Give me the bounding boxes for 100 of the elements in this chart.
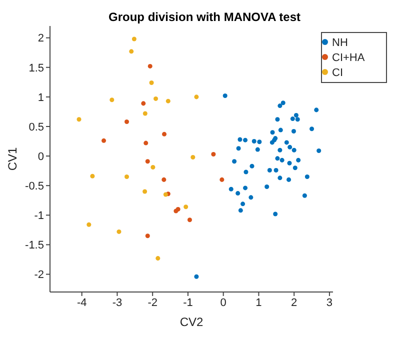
y-tick-label: -1.5 <box>25 240 44 252</box>
y-tick-label: 2 <box>38 32 44 45</box>
y-tick-label: -1 <box>34 210 44 222</box>
point <box>267 168 272 172</box>
point <box>194 94 199 100</box>
point <box>148 64 152 68</box>
point <box>288 144 292 150</box>
point <box>154 96 158 101</box>
point <box>294 113 298 118</box>
x-tick-label: -1 <box>183 296 193 309</box>
y-tick-label: 1.5 <box>28 62 44 74</box>
point <box>284 140 289 145</box>
point <box>132 36 136 42</box>
point <box>187 218 192 222</box>
point <box>110 98 114 102</box>
point <box>296 158 301 162</box>
point <box>286 177 292 182</box>
point <box>280 100 286 106</box>
point <box>236 191 240 196</box>
point <box>236 146 241 151</box>
point <box>278 104 282 108</box>
point <box>166 98 170 104</box>
point <box>248 195 254 200</box>
point <box>222 94 228 98</box>
point <box>243 186 248 190</box>
x-tick-label: 2 <box>291 296 298 309</box>
point <box>243 138 248 142</box>
x-axis-title: CV2 <box>180 315 204 329</box>
point <box>149 80 154 85</box>
point <box>129 49 134 54</box>
x-tick-label: 1 <box>256 296 262 309</box>
point <box>287 160 292 166</box>
point <box>278 176 282 180</box>
point <box>240 202 246 206</box>
y-axis-title: CV1 <box>5 147 20 171</box>
point <box>124 120 130 124</box>
point <box>314 108 319 112</box>
point <box>145 159 150 164</box>
point <box>232 159 237 164</box>
point <box>264 184 270 190</box>
point <box>86 222 92 227</box>
point <box>255 147 260 152</box>
point <box>280 158 284 162</box>
point <box>102 138 106 143</box>
x-tick-label: -3 <box>112 296 122 309</box>
legend-label: NH <box>332 37 348 49</box>
point <box>273 212 278 216</box>
x-tick-label: 0 <box>220 296 226 309</box>
point <box>295 117 300 122</box>
legend-label: CI+HA <box>332 52 365 64</box>
point <box>244 170 248 174</box>
point <box>144 140 148 146</box>
point <box>292 148 296 152</box>
y-tick-label: -0.5 <box>25 180 44 193</box>
point <box>76 117 82 122</box>
point <box>291 128 296 134</box>
point <box>238 137 242 142</box>
point <box>142 189 148 194</box>
point <box>90 174 95 178</box>
x-tick-label: 3 <box>326 296 333 309</box>
point <box>162 132 167 136</box>
point <box>310 126 314 132</box>
point <box>278 128 283 132</box>
point <box>275 156 280 161</box>
point <box>270 140 274 145</box>
point <box>184 204 188 210</box>
point <box>275 117 280 122</box>
point <box>278 148 282 152</box>
point <box>190 154 196 160</box>
point <box>156 256 160 261</box>
point <box>252 139 256 144</box>
point <box>162 177 166 182</box>
point <box>290 116 295 122</box>
x-tick-label: -4 <box>76 296 87 309</box>
point <box>141 101 146 106</box>
point <box>194 274 199 279</box>
point <box>228 186 234 192</box>
point <box>116 229 122 234</box>
y-tick-label: 0 <box>38 150 44 163</box>
point <box>124 174 130 179</box>
point <box>220 177 224 182</box>
point <box>270 130 275 135</box>
chart-title: Group division with MANOVA test <box>108 10 302 24</box>
y-tick-label: -2 <box>34 269 44 282</box>
point <box>250 164 254 168</box>
point <box>145 234 150 238</box>
x-tick-label: -2 <box>148 296 158 309</box>
point <box>274 168 278 172</box>
point <box>257 140 262 144</box>
point <box>163 192 168 197</box>
point <box>304 174 310 179</box>
legend-label: CI <box>332 67 343 79</box>
y-tick-label: 1 <box>38 92 44 104</box>
point <box>211 152 216 157</box>
point <box>142 111 148 116</box>
point <box>302 193 307 198</box>
point <box>292 166 298 170</box>
point <box>238 208 243 213</box>
point <box>150 165 156 170</box>
point <box>316 148 322 153</box>
